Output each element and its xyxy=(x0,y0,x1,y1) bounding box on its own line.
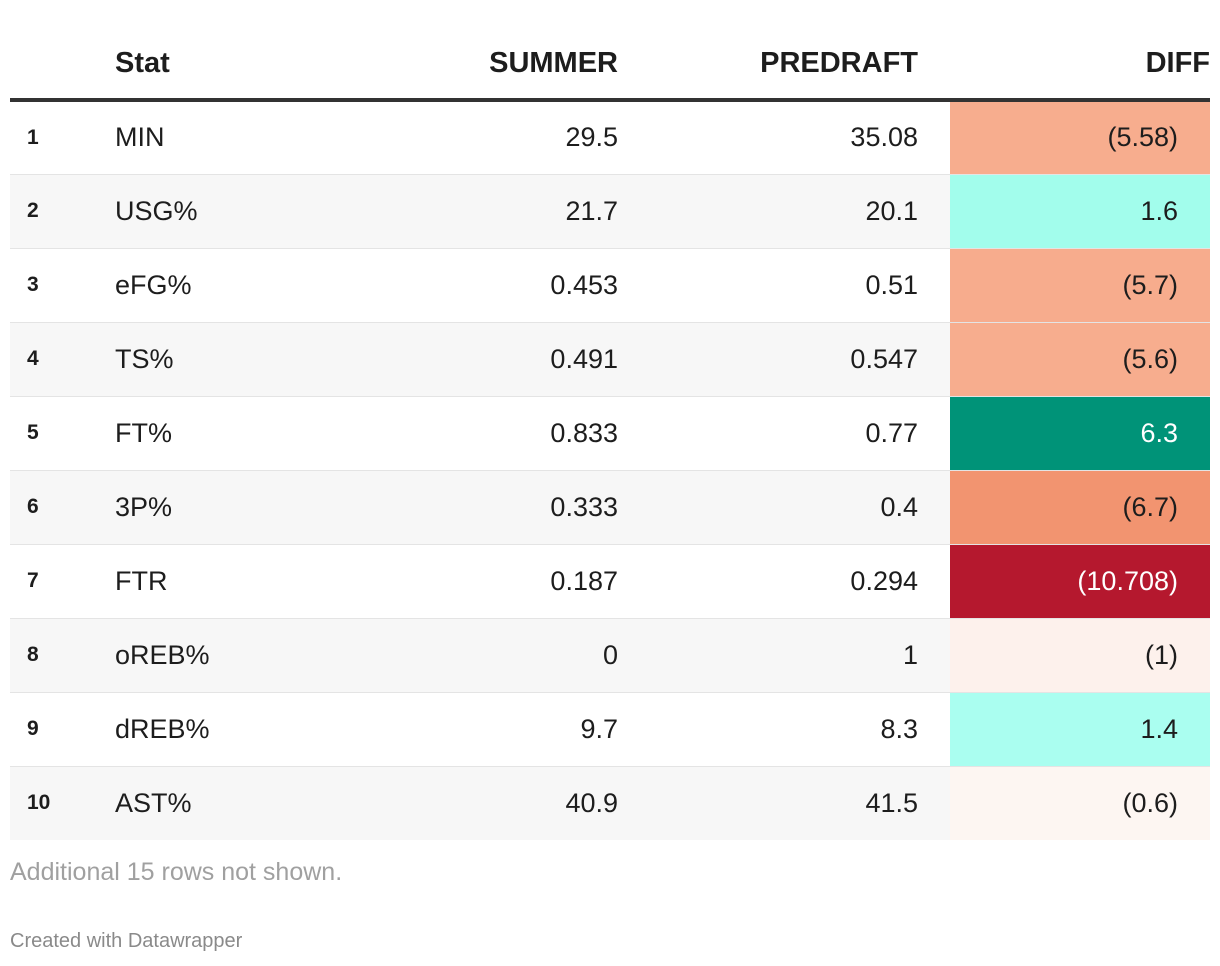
stat-cell: dREB% xyxy=(80,692,360,767)
table-row: 9 dREB% 9.7 8.3 1.4 xyxy=(10,692,1210,767)
diff-cell: (5.6) xyxy=(950,322,1210,397)
diff-cell: 6.3 xyxy=(950,396,1210,471)
summer-cell: 0.453 xyxy=(360,248,630,323)
rank-cell: 6 xyxy=(10,470,80,545)
stat-cell: oREB% xyxy=(80,618,360,693)
rank-cell: 1 xyxy=(10,100,80,175)
rank-cell: 4 xyxy=(10,322,80,397)
stat-cell: TS% xyxy=(80,322,360,397)
summer-cell: 0.333 xyxy=(360,470,630,545)
summer-cell: 9.7 xyxy=(360,692,630,767)
table-row: 6 3P% 0.333 0.4 (6.7) xyxy=(10,470,1210,545)
predraft-cell: 1 xyxy=(630,618,950,693)
table-body: 1 MIN 29.5 35.08 (5.58) 2 USG% 21.7 20.1 1.6 3 eFG%… xyxy=(10,100,1210,840)
predraft-cell: 0.51 xyxy=(630,248,950,323)
stat-cell: USG% xyxy=(80,174,360,249)
summer-cell: 0.187 xyxy=(360,544,630,619)
predraft-cell: 20.1 xyxy=(630,174,950,249)
summer-cell: 29.5 xyxy=(360,100,630,175)
diff-cell: (5.58) xyxy=(950,100,1210,175)
diff-cell: (0.6) xyxy=(950,766,1210,840)
predraft-cell: 8.3 xyxy=(630,692,950,767)
predraft-cell: 0.294 xyxy=(630,544,950,619)
rank-cell: 5 xyxy=(10,396,80,471)
diff-cell: (6.7) xyxy=(950,470,1210,545)
header-predraft[interactable]: PREDRAFT xyxy=(630,28,950,102)
rank-cell: 3 xyxy=(10,248,80,323)
header-rank xyxy=(10,28,80,102)
stats-table: Stat SUMMER PREDRAFT DIFF 1 MIN 29.5 35.08(… xyxy=(10,28,1210,840)
summer-cell: 40.9 xyxy=(360,766,630,840)
stats-table-container: Stat SUMMER PREDRAFT DIFF 1 MIN 29.5 35.08(… xyxy=(10,28,1210,840)
table-row: 1 MIN 29.5 35.08 (5.58) xyxy=(10,100,1210,175)
diff-cell: (10.708) xyxy=(950,544,1210,619)
table-row: 3 eFG% 0.453 0.51 (5.7) xyxy=(10,248,1210,323)
summer-cell: 0 xyxy=(360,618,630,693)
stat-cell: eFG% xyxy=(80,248,360,323)
summer-cell: 0.491 xyxy=(360,322,630,397)
table-row: 4 TS% 0.491 0.547 (5.6) xyxy=(10,322,1210,397)
diff-cell: (1) xyxy=(950,618,1210,693)
rank-cell: 10 xyxy=(10,766,80,840)
stat-cell: AST% xyxy=(80,766,360,840)
stat-cell: MIN xyxy=(80,100,360,175)
rows-not-shown-note: Additional 15 rows not shown. xyxy=(10,858,343,886)
rank-cell: 2 xyxy=(10,174,80,249)
predraft-cell: 41.5 xyxy=(630,766,950,840)
stat-cell: 3P% xyxy=(80,470,360,545)
table-header-row: Stat SUMMER PREDRAFT DIFF xyxy=(10,28,1210,102)
table-row: 5 FT% 0.833 0.77 6.3 xyxy=(10,396,1210,471)
predraft-cell: 0.77 xyxy=(630,396,950,471)
header-summer[interactable]: SUMMER xyxy=(360,28,630,102)
table-row: 7 FTR 0.187 0.294 (10.708) xyxy=(10,544,1210,619)
rank-cell: 7 xyxy=(10,544,80,619)
predraft-cell: 0.4 xyxy=(630,470,950,545)
datawrapper-credit[interactable]: Created with Datawrapper xyxy=(10,930,243,952)
table-row: 8 oREB% 0 1 (1) xyxy=(10,618,1210,693)
header-diff[interactable]: DIFF xyxy=(950,28,1210,102)
summer-cell: 21.7 xyxy=(360,174,630,249)
summer-cell: 0.833 xyxy=(360,396,630,471)
predraft-cell: 35.08 xyxy=(630,100,950,175)
diff-cell: 1.4 xyxy=(950,692,1210,767)
rank-cell: 9 xyxy=(10,692,80,767)
stat-cell: FT% xyxy=(80,396,360,471)
header-stat[interactable]: Stat xyxy=(80,28,360,102)
table-row: 10 AST% 40.9 41.5 (0.6) xyxy=(10,766,1210,840)
predraft-cell: 0.547 xyxy=(630,322,950,397)
diff-cell: (5.7) xyxy=(950,248,1210,323)
rank-cell: 8 xyxy=(10,618,80,693)
stat-cell: FTR xyxy=(80,544,360,619)
table-row: 2 USG% 21.7 20.1 1.6 xyxy=(10,174,1210,249)
diff-cell: 1.6 xyxy=(950,174,1210,249)
